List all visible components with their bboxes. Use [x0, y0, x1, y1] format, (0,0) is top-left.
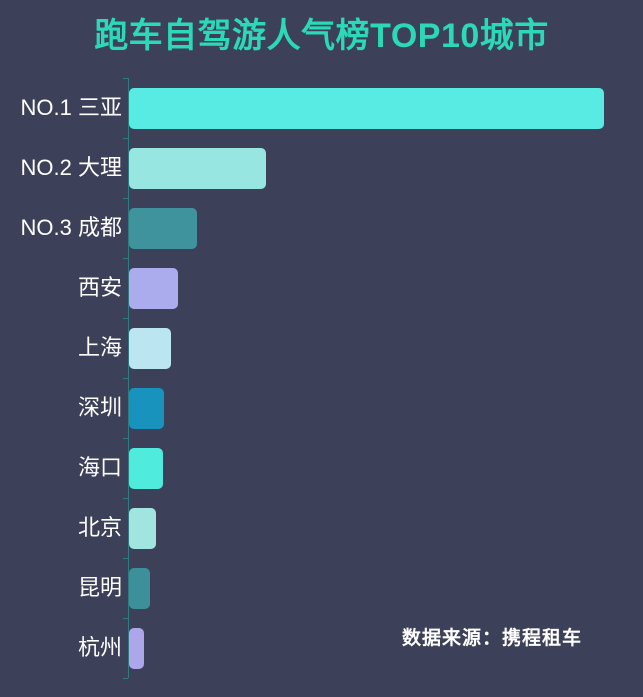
axis-tick [123, 258, 128, 259]
axis-tick [123, 198, 128, 199]
bar-row: NO.2 大理 [0, 138, 643, 198]
bar [129, 327, 171, 369]
category-label: 杭州 [77, 635, 122, 660]
data-source-label: 数据来源：携程租车 [402, 628, 583, 649]
axis-tick [123, 618, 128, 619]
plot-area: NO.1 三亚 NO.2 大理 NO.3 成都西安上海深圳海口北京昆明杭州 [0, 78, 643, 679]
category-label: NO.3 成都 [20, 215, 122, 240]
category-label: NO.2 大理 [20, 155, 122, 180]
category-label: 西安 [77, 275, 122, 300]
axis-tick [123, 318, 128, 319]
bar-row: NO.1 三亚 [0, 78, 643, 138]
category-label: 深圳 [77, 395, 122, 420]
bar-row: 杭州 [0, 618, 643, 678]
bar [129, 267, 178, 309]
axis-tick [123, 678, 128, 679]
axis-tick [123, 138, 128, 139]
bar-row: NO.3 成都 [0, 198, 643, 258]
category-label: 海口 [77, 455, 122, 480]
axis-tick [123, 78, 128, 79]
category-label: 北京 [77, 515, 122, 540]
bar [129, 507, 156, 549]
bar [129, 147, 266, 189]
bar-row: 北京 [0, 498, 643, 558]
bar [129, 387, 164, 429]
bar-row: 昆明 [0, 558, 643, 618]
bar [129, 87, 604, 129]
category-axis-line [128, 78, 129, 678]
axis-tick [123, 558, 128, 559]
bar-row: 海口 [0, 438, 643, 498]
bar [129, 627, 144, 669]
bar-row: 上海 [0, 318, 643, 378]
category-label: 上海 [77, 335, 122, 360]
category-label: NO.1 三亚 [20, 95, 122, 120]
bar-row: 西安 [0, 258, 643, 318]
bar-row: 深圳 [0, 378, 643, 438]
axis-tick [123, 378, 128, 379]
bar [129, 447, 163, 489]
bar [129, 207, 197, 249]
category-label: 昆明 [77, 575, 122, 600]
chart-title: 跑车自驾游人气榜TOP10城市 [94, 17, 549, 55]
bar [129, 567, 150, 609]
axis-tick [123, 498, 128, 499]
axis-tick [123, 438, 128, 439]
